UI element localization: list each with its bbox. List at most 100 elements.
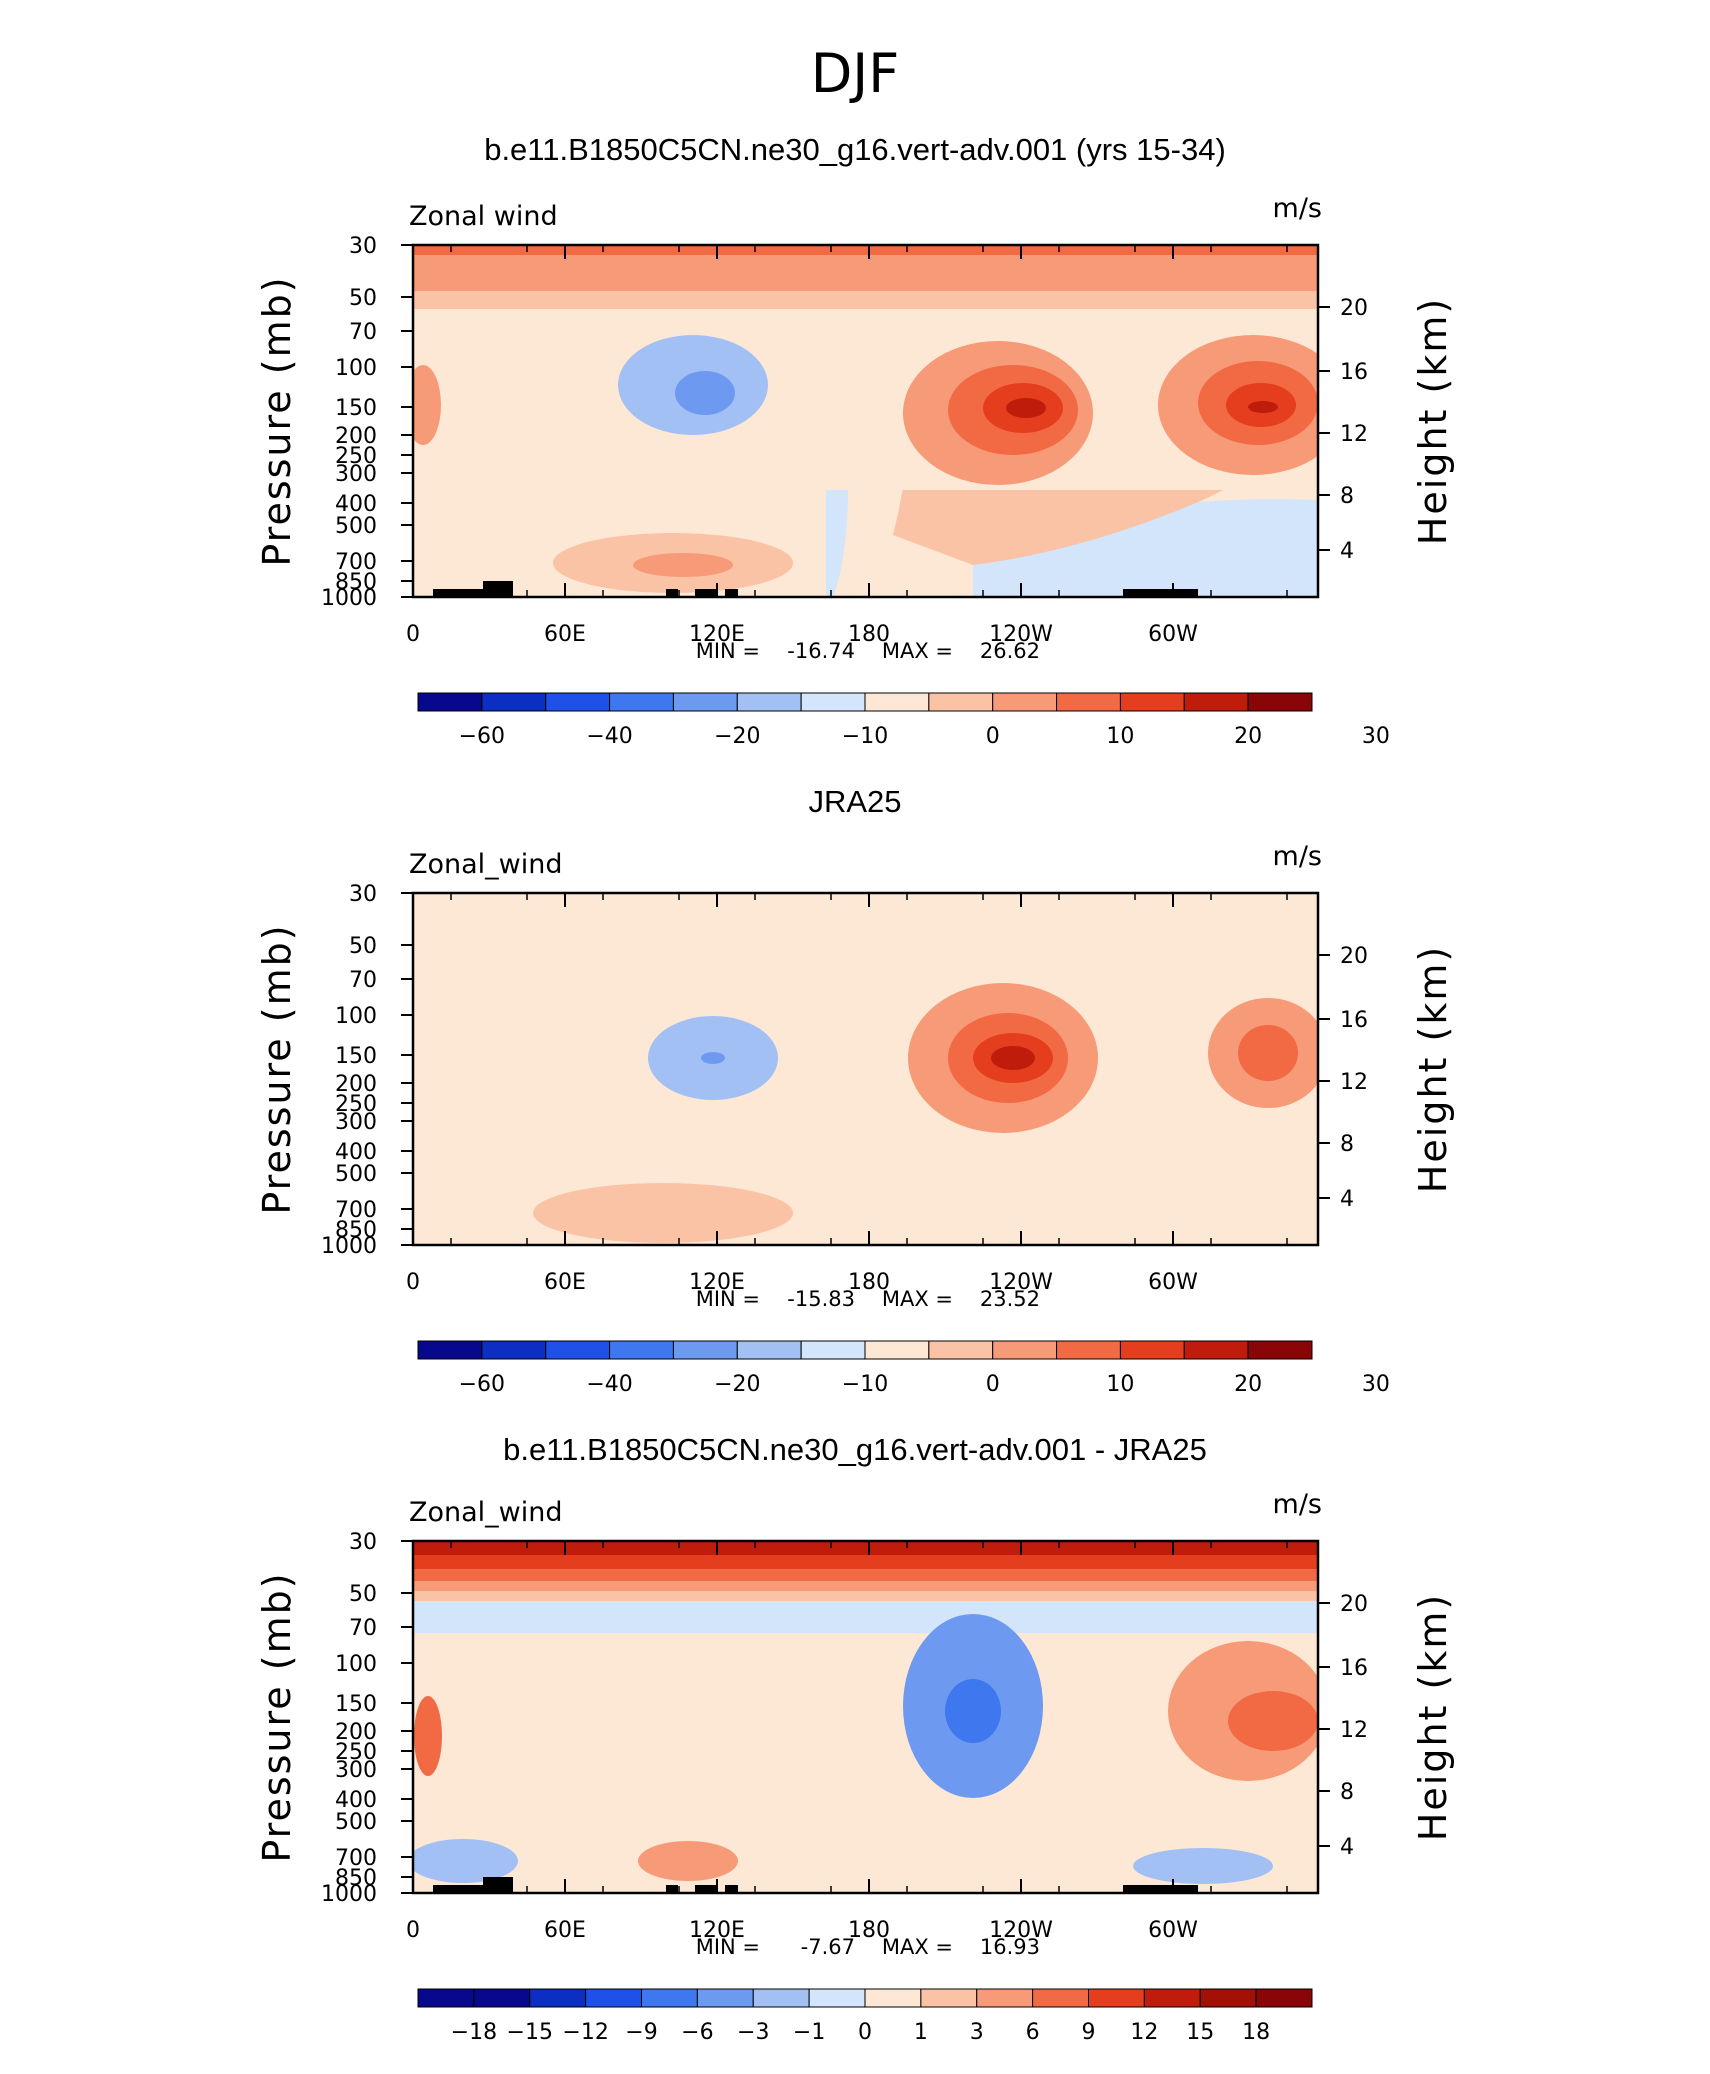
units-label: m/s [1273, 841, 1322, 872]
x-tick-label: 120E [689, 1918, 745, 1943]
y-tick-label: 700 [335, 1198, 377, 1223]
y-tick-label: 500 [335, 1162, 377, 1187]
y-tick-label: 300 [335, 1110, 377, 1135]
colorbar-box-0 [417, 1340, 483, 1360]
y-tick-label: 1000 [321, 1234, 377, 1259]
y-right-tick-label: 12 [1340, 1070, 1368, 1095]
min-label: MIN = [696, 639, 760, 663]
y-tick-label: 500 [335, 1810, 377, 1835]
y-tick-label: 70 [349, 320, 377, 345]
contour-cell-20 [1133, 1848, 1273, 1884]
variable-label: Zonal wind [409, 201, 558, 232]
contour-cell-10 [991, 1046, 1035, 1070]
y-axis-label: Pressure (mb) [255, 923, 299, 1214]
min-value: -7.67 [801, 1935, 855, 1959]
max-value: 23.52 [980, 1287, 1040, 1311]
colorbar-box-5 [696, 1988, 754, 2008]
colorbar-label: −6 [681, 2020, 713, 2045]
contour-band-0 [413, 893, 1318, 1245]
y-tick-label: 850 [335, 570, 377, 595]
topography-3 [695, 589, 718, 597]
colorbar-box-11 [1119, 1340, 1185, 1360]
y-tick-label: 850 [335, 1218, 377, 1243]
y-tick-label: 300 [335, 462, 377, 487]
colorbar-label: −20 [714, 1372, 760, 1397]
y-tick-label: 700 [335, 1846, 377, 1871]
topography-4 [725, 589, 738, 597]
y-tick-label: 200 [335, 1072, 377, 1097]
topography-2 [666, 589, 678, 597]
colorbar-box-7 [808, 1988, 866, 2008]
colorbar-label: 10 [1106, 1372, 1134, 1397]
colorbar-box-8 [864, 1988, 922, 2008]
colorbar-box-13 [1247, 692, 1313, 712]
contour-region-4 [826, 490, 848, 597]
contour-band-5 [413, 1591, 1318, 1601]
contour-cell-12 [1238, 1025, 1298, 1081]
y-right-axis-label: Height (km) [1411, 297, 1455, 545]
colorbar-box-0 [417, 692, 483, 712]
y-tick-label: 850 [335, 1866, 377, 1891]
colorbar-label: −60 [459, 724, 505, 749]
plot-frame [411, 1539, 1320, 1895]
y-tick-label: 700 [335, 550, 377, 575]
max-value: 26.62 [980, 639, 1040, 663]
y-right-tick-label: 8 [1340, 1780, 1354, 1805]
colorbar-label: 3 [970, 2020, 984, 2045]
contour-band-1 [413, 291, 1318, 309]
x-tick-label: 60E [544, 1270, 586, 1295]
plot-frame [411, 243, 1320, 599]
contour-band-2 [413, 1555, 1318, 1569]
y-right-tick-label: 12 [1340, 422, 1368, 447]
colorbar-box-12 [1088, 1988, 1145, 2008]
colorbar-box-6 [800, 1340, 866, 1360]
colorbar-box-2 [529, 1988, 587, 2008]
panel-3: b.e11.B1850C5CN.ne30_g16.vert-adv.001 - … [255, 1432, 1455, 2045]
x-tick-label: 120E [689, 622, 745, 647]
y-right-tick-label: 16 [1340, 1008, 1368, 1033]
colorbar-box-4 [672, 692, 738, 712]
colorbar-label: −60 [459, 1372, 505, 1397]
y-tick-label: 70 [349, 1616, 377, 1641]
topography-2 [666, 1885, 678, 1893]
x-tick-label: 180 [848, 1270, 890, 1295]
y-right-axis-label: Height (km) [1411, 945, 1455, 1193]
y-tick-label: 100 [335, 1004, 377, 1029]
colorbar-box-2 [545, 1340, 611, 1360]
y-tick-label: 250 [335, 1740, 377, 1765]
y-tick-label: 200 [335, 1720, 377, 1745]
y-right-tick-label: 4 [1340, 1187, 1354, 1212]
contour-band-6 [413, 1601, 1318, 1633]
x-tick-label: 0 [406, 1918, 420, 1943]
colorbar-box-15 [1255, 1988, 1313, 2008]
panel-2: JRA25 Zonal_wind m/s 0 60E 120E 180 120W 60W 30 50… [255, 784, 1455, 1397]
colorbar-box-3 [609, 692, 674, 712]
colorbar-box-6 [800, 692, 866, 712]
colorbar-label: 0 [986, 724, 1000, 749]
colorbar-label: −3 [737, 2020, 769, 2045]
y-tick-label: 400 [335, 1788, 377, 1813]
units-label: m/s [1273, 193, 1322, 224]
y-tick-label: 70 [349, 968, 377, 993]
y-tick-label: 150 [335, 396, 377, 421]
contour-cell-13 [1006, 398, 1046, 418]
min-label: MIN = [696, 1935, 760, 1959]
colorbar-label: 18 [1242, 2020, 1270, 2045]
colorbar-label: 0 [858, 2020, 872, 2045]
x-tick-label: 60W [1148, 1918, 1198, 1943]
y-tick-label: 400 [335, 492, 377, 517]
colorbar-box-13 [1143, 1988, 1201, 2008]
contour-cell-15 [1228, 1691, 1318, 1751]
contour-cell-13 [533, 1183, 793, 1243]
contour-cell-18 [413, 365, 441, 445]
colorbar-box-3 [585, 1988, 642, 2008]
colorbar-label: 1 [914, 2020, 928, 2045]
topography-0 [433, 589, 493, 597]
variable-label: Zonal_wind [409, 849, 563, 880]
colorbar-label: −40 [586, 724, 632, 749]
max-label: MAX = [882, 1935, 953, 1959]
topography-3 [695, 1885, 718, 1893]
colorbar-label: 30 [1362, 1372, 1390, 1397]
colorbar-label: −20 [714, 724, 760, 749]
y-right-tick-label: 16 [1340, 360, 1368, 385]
